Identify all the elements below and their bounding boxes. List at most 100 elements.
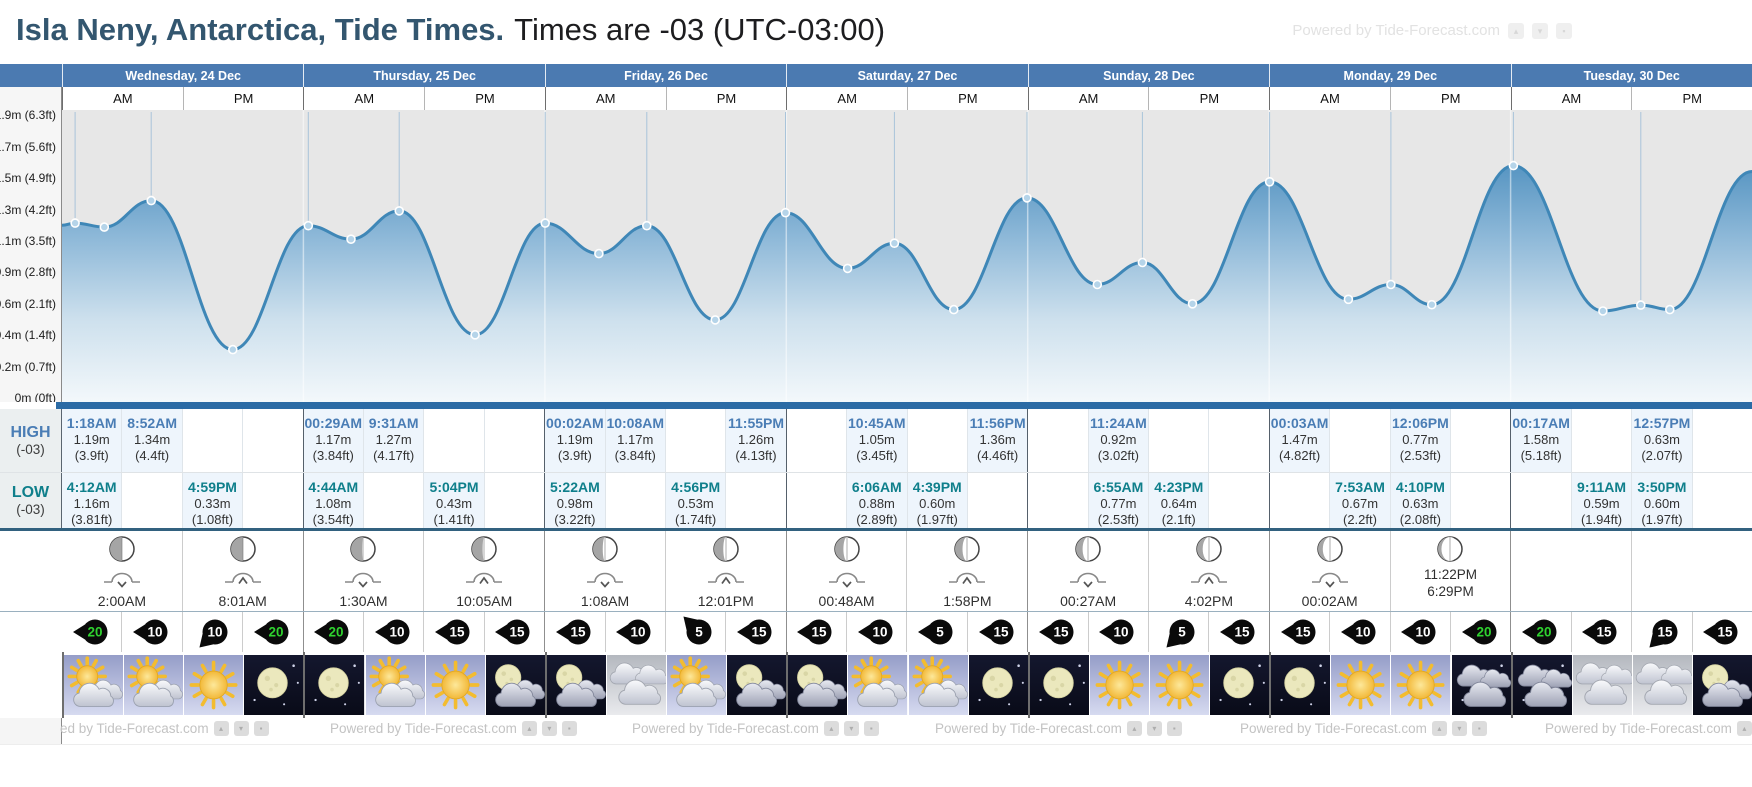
- moonset-icon: [1070, 572, 1107, 588]
- tide-height-ft: (3.45ft): [856, 448, 898, 463]
- low-tide-row: LOW (-03) 4:12AM 1.16m (3.81ft) 4:59PM 0.33m…: [0, 472, 1752, 529]
- low-tide-cell: [1691, 473, 1752, 529]
- tide-height-ft: (4.17ft): [373, 448, 415, 463]
- wind-arrow-badge: 5: [918, 619, 953, 645]
- high-tide-time: 12:57PM: [1633, 415, 1691, 431]
- wind-arrow-badge: 10: [1340, 619, 1376, 645]
- low-tide-time: 5:22AM: [549, 479, 600, 495]
- wind-cell: 10: [1329, 612, 1389, 652]
- svg-text:20: 20: [268, 625, 283, 640]
- tide-height-ft: (2.89ft): [856, 512, 898, 527]
- tide-height-m: 0.88m: [858, 496, 895, 511]
- moon-time-cell: 10:05AM: [423, 566, 544, 611]
- tide-height-m: 1.26m: [737, 432, 775, 447]
- wind-cell: 5: [664, 612, 725, 652]
- low-tide-cell: 4:10PM 0.63m (2.08ft): [1389, 473, 1451, 529]
- low-tide-cell: 4:23PM 0.64m (2.1ft): [1148, 473, 1209, 529]
- svg-text:10: 10: [148, 625, 163, 640]
- overcast-icon: [606, 655, 667, 715]
- powered-by-top: Powered by Tide-Forecast.com ▴ ▾ ▪: [1292, 22, 1572, 39]
- low-day-group: 5:22AM 0.98m (3.22ft) 4:56PM 0.53m (1.74ft): [544, 473, 786, 529]
- low-tide-time: 6:55AM: [1093, 479, 1144, 495]
- tide-height-ft: (4.46ft): [977, 448, 1019, 463]
- weather-cell: [1450, 652, 1511, 718]
- wind-cell: 10: [846, 612, 906, 652]
- moonrise-time: 4:02PM: [1184, 593, 1234, 609]
- wind-cell: 15: [1570, 612, 1631, 652]
- moon-phase-cell: [1389, 531, 1511, 566]
- watermark-text: Powered by Tide-Forecast.com: [1545, 721, 1732, 736]
- tide-height-m: 0.63m: [1402, 496, 1439, 511]
- watermark-item: Powered by Tide-Forecast.com ▴ ▾ ▪: [935, 721, 1182, 736]
- tide-point: [780, 207, 791, 218]
- chart-baseline: [56, 402, 1752, 409]
- moon-phase-icon: [109, 536, 135, 562]
- tide-height-m: 0.98m: [556, 496, 593, 511]
- timezone-subtitle: Times are -03 (UTC-03:00): [514, 12, 886, 47]
- weather-cell: [1691, 652, 1752, 718]
- partly-cloudy-night-icon: [1692, 655, 1752, 715]
- tide-height-ft: (1.41ft): [433, 512, 475, 527]
- wind-arrow-badge: 10: [1099, 619, 1134, 645]
- moon-time-cell: 2:00AM: [62, 566, 182, 611]
- down-arrow-icon: ▾: [1451, 721, 1467, 736]
- clear-night-icon: [1029, 655, 1089, 715]
- wind-cell: 15: [483, 612, 544, 652]
- tide-height-m: 1.36m: [979, 432, 1016, 447]
- down-arrow-icon: ▾: [233, 721, 249, 736]
- svg-text:20: 20: [1537, 625, 1552, 640]
- tide-height-ft: (4.4ft): [135, 448, 170, 463]
- tide-point: [99, 222, 110, 232]
- wind-cell: 15: [544, 612, 604, 652]
- tide-height-ft: (2.08ft): [1399, 512, 1441, 527]
- moon-time-cell: 8:01AM: [181, 566, 303, 611]
- wind-cell: 10: [604, 612, 665, 652]
- y-axis-label: 0.4m (1.4ft): [0, 328, 56, 343]
- high-tide-cell: 12:06PM 0.77m (2.53ft): [1389, 409, 1451, 472]
- low-tide-cell: [787, 473, 846, 529]
- tide-point: [228, 344, 238, 355]
- low-tide-cell: [121, 473, 181, 529]
- wind-arrow-badge: 15: [736, 619, 772, 645]
- tide-height-ft: (3.84ft): [312, 448, 354, 463]
- low-tide-cell: 9:11AM 0.59m (1.94ft): [1570, 473, 1632, 529]
- moon-time-cell: 1:30AM: [302, 566, 424, 611]
- wind-cell: 20: [1449, 612, 1510, 652]
- low-tide-time: 4:39PM: [912, 479, 962, 495]
- low-tide-cell: [966, 473, 1027, 529]
- partly-cloudy-night-icon: [788, 655, 848, 715]
- high-tide-cell: [1148, 409, 1208, 472]
- watermark-text: ed by Tide-Forecast.com: [60, 721, 209, 736]
- tide-height-m: 1.19m: [73, 432, 110, 447]
- high-tide-cell: 00:03AM 1.47m (4.82ft): [1269, 409, 1330, 472]
- low-tide-cell: [483, 473, 544, 529]
- svg-text:15: 15: [510, 625, 526, 640]
- moon-time-cell: 11:22PM 6:29PM: [1389, 566, 1511, 611]
- tide-height-m: 1.27m: [375, 432, 412, 447]
- moon-phase-cell: [785, 531, 907, 566]
- y-axis-label: 1.3m (4.2ft): [0, 202, 56, 217]
- wind-arrow-badge: 20: [1522, 619, 1557, 645]
- svg-text:15: 15: [1235, 625, 1251, 640]
- tide-point: [710, 315, 721, 325]
- svg-text:10: 10: [389, 625, 404, 640]
- high-tide-time: 11:56PM: [969, 415, 1026, 431]
- partly-cloudy-day-icon: [365, 655, 425, 715]
- high-tide-cell: 11:56PM 1.36m (4.46ft): [966, 409, 1028, 472]
- weather-cell: [303, 652, 365, 718]
- low-tide-cell: [1270, 473, 1329, 529]
- wind-arrow-badge: 15: [1582, 619, 1617, 645]
- tide-point: [1092, 279, 1103, 290]
- photo-icon: ▪: [561, 721, 577, 736]
- clear-night-icon: [244, 655, 304, 715]
- weather-cell: [1269, 652, 1331, 718]
- day-header-gutter: [0, 64, 62, 87]
- wind-arrow-badge: 20: [253, 619, 289, 645]
- weather-cell: [183, 652, 244, 718]
- day-header-cell: Friday, 26 Dec: [544, 64, 786, 87]
- tide-point: [1508, 160, 1519, 171]
- moon-time-cell: [1631, 566, 1752, 611]
- y-axis-label: 1.5m (4.9ft): [0, 171, 56, 186]
- ampm-cell: PM: [1389, 87, 1511, 110]
